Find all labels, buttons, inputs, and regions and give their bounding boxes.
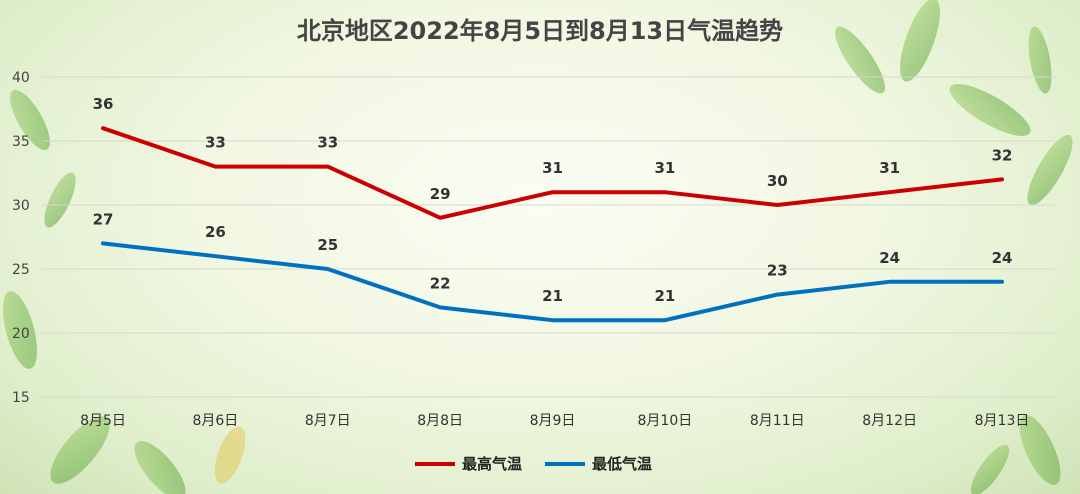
y-tick-label: 25 [12,262,30,278]
x-tick-label: 8月8日 [417,413,463,429]
data-label: 22 [430,274,451,292]
y-tick-label: 35 [12,134,30,150]
x-axis: 8月5日 8月6日 8月7日 8月8日 8月9日 8月10日 8月11日 8月12日 8月13日 [80,413,1029,429]
gridlines [42,76,1055,398]
data-label: 21 [654,287,675,305]
x-tick-label: 8月10日 [638,413,693,429]
legend-label: 最低气温 [592,455,652,473]
data-label: 31 [879,159,900,177]
data-label: 31 [542,159,563,177]
x-tick-label: 8月12日 [862,413,917,429]
data-label: 31 [654,159,675,177]
data-label: 32 [992,146,1013,164]
series-line-1 [101,126,1004,220]
data-label: 21 [542,287,563,305]
x-tick-label: 8月9日 [530,413,576,429]
y-tick-label: 30 [12,198,30,214]
data-label: 30 [767,172,788,190]
data-label: 33 [317,134,338,152]
x-tick-label: 8月11日 [750,413,805,429]
legend-label: 最高气温 [462,455,522,473]
series-lines [101,126,1004,323]
y-axis: 15 20 25 30 35 40 [12,70,30,406]
data-label: 36 [93,95,114,113]
data-label: 29 [430,185,451,203]
data-label: 24 [879,249,900,267]
data-labels: 36 33 33 29 31 31 30 31 32 27 26 25 22 21 21 23 24 24 [93,95,1013,305]
data-label: 27 [93,210,114,228]
x-tick-label: 8月13日 [975,413,1030,429]
y-tick-label: 15 [12,390,30,406]
data-label: 26 [205,223,226,241]
data-label: 33 [205,134,226,152]
data-label: 25 [317,236,338,254]
legend: 最高气温 最低气温 [415,455,652,473]
x-tick-label: 8月5日 [80,413,126,429]
series-line-2 [101,241,1004,323]
x-tick-label: 8月6日 [192,413,238,429]
y-tick-label: 20 [12,326,30,342]
y-tick-label: 40 [12,70,30,86]
data-label: 23 [767,262,788,280]
chart-title: 北京地区2022年8月5日到8月13日气温趋势 [297,17,783,45]
x-tick-label: 8月7日 [305,413,351,429]
data-label: 24 [992,249,1013,267]
